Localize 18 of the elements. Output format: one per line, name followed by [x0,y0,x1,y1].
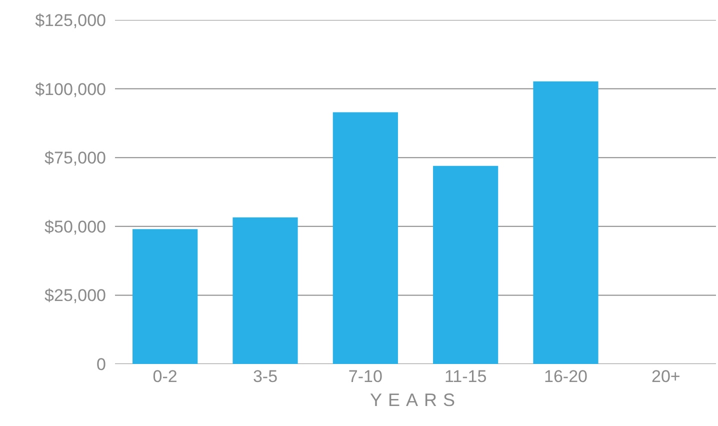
bar [533,81,598,364]
x-tick-label: 20+ [652,367,680,386]
y-tick-label: $75,000 [44,148,106,168]
bar [132,229,198,364]
x-tick-label: 3-5 [252,367,278,386]
bar [232,217,298,364]
x-tick-label: 11-15 [444,367,487,386]
y-tick-label: 0 [96,354,106,374]
y-tick-label: $125,000 [35,10,106,30]
x-axis-title: YEARS [370,390,462,410]
y-tick-label: $100,000 [35,80,106,99]
x-tick-label: 0-2 [152,367,178,386]
bar [332,112,398,364]
x-tick-label: 7-10 [348,367,382,386]
y-tick-label: $50,000 [44,217,106,236]
x-tick-label: 16-20 [544,367,588,386]
bar [433,166,498,364]
y-tick-label: $25,000 [44,286,106,306]
